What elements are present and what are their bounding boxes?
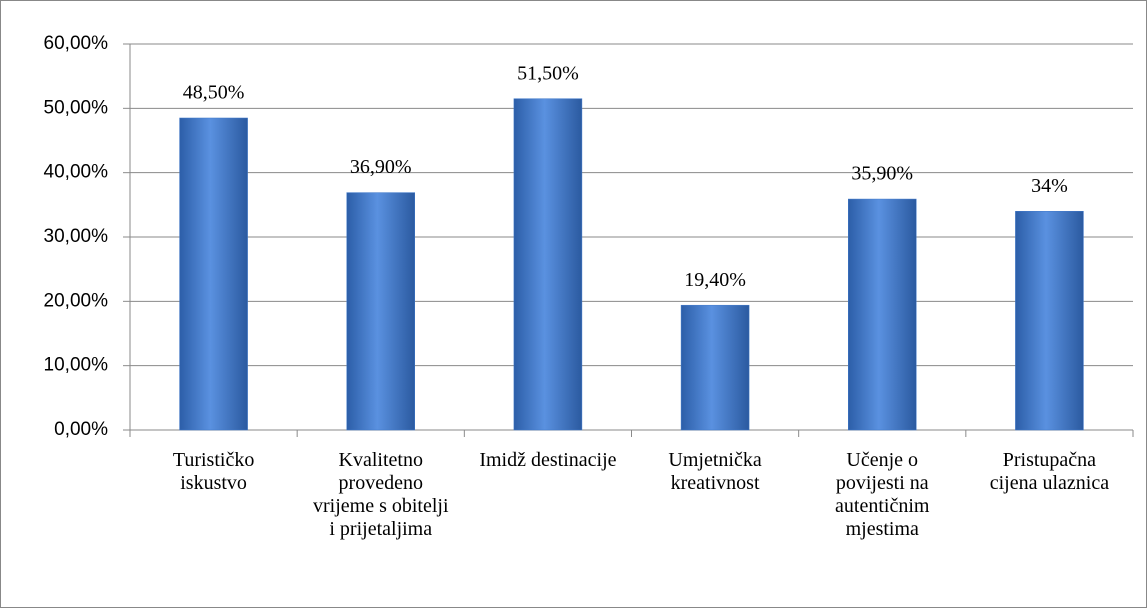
x-tick-label: Kvalitetno provedeno vrijeme s obitelji i p… [313, 449, 449, 540]
x-tick-label: Umjetnička kreativnost [668, 449, 761, 494]
data-label: 19,40% [684, 269, 746, 291]
y-tick-label: 10,00% [44, 355, 109, 376]
bar [848, 198, 917, 431]
bar [680, 304, 750, 431]
data-label: 51,50% [517, 62, 579, 84]
bar [1015, 211, 1084, 431]
y-tick-label: 20,00% [44, 290, 109, 311]
x-tick-label: Turističko iskustvo [173, 449, 255, 494]
x-tick-label: Pristupačna cijena ulaznica [990, 449, 1109, 494]
data-label: 48,50% [183, 82, 245, 104]
y-tick-label: 30,00% [44, 226, 109, 247]
y-tick-label: 40,00% [44, 162, 109, 183]
bar [346, 192, 415, 431]
x-tick-label: Učenje o povijesti na autentičnim mjestima [835, 449, 930, 540]
data-label: 35,90% [851, 163, 913, 185]
y-tick-label: 50,00% [44, 97, 109, 118]
x-tick-label: Imidž destinacije [479, 449, 616, 471]
y-tick-label: 60,00% [44, 33, 109, 54]
data-label: 36,90% [350, 156, 412, 178]
y-tick-label: 0,00% [54, 419, 108, 440]
data-label: 34% [1031, 175, 1068, 197]
bar [513, 98, 583, 431]
bar [179, 117, 248, 431]
